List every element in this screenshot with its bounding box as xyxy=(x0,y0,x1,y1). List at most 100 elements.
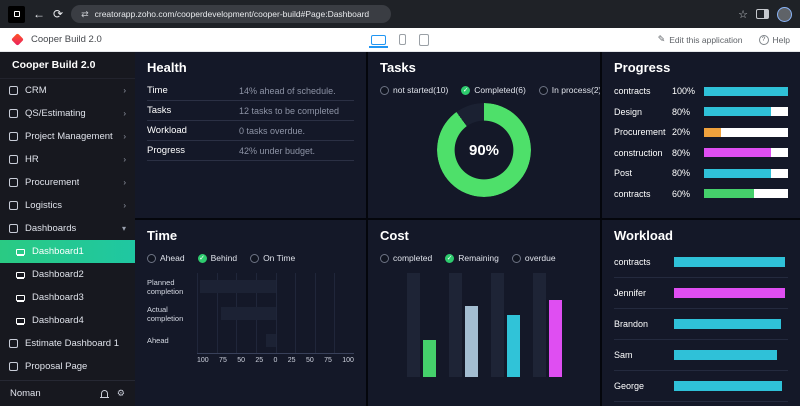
radio-not-started-10[interactable]: not started(10) xyxy=(380,85,448,95)
tasks-donut xyxy=(437,103,531,197)
workload-bar xyxy=(674,381,783,391)
radio-icon xyxy=(538,85,548,95)
sidebar-item-label: Dashboards xyxy=(25,223,77,234)
workload-row-label: contracts xyxy=(614,257,651,267)
radio-completed-6[interactable]: ✓ Completed(6) xyxy=(461,85,526,95)
time-axis-labels: Planned completion Actual completion Ahead xyxy=(147,273,197,364)
dashboard-icon xyxy=(16,248,25,255)
sidebar-item-procurement[interactable]: Procurement › xyxy=(0,171,135,194)
radio-overdue[interactable]: overdue xyxy=(511,253,556,263)
address-bar[interactable]: ⇄ creatorapp.zoho.com/cooperdevelopment/… xyxy=(71,5,392,23)
sidebar-item-dashboard3[interactable]: Dashboard3 xyxy=(0,286,135,309)
progress-bar xyxy=(704,148,788,158)
help-button[interactable]: ? Help xyxy=(758,34,790,45)
radio-icon xyxy=(511,253,521,263)
sidebar-app-title: Cooper Build 2.0 xyxy=(0,52,135,79)
time-bar xyxy=(200,280,276,293)
sidebar-item-logistics[interactable]: Logistics › xyxy=(0,194,135,217)
sidebar-item-project-management[interactable]: Project Management › xyxy=(0,125,135,148)
workload-bar xyxy=(674,319,782,329)
time-tick: 50 xyxy=(237,357,245,364)
radio-on-time[interactable]: On Time xyxy=(250,253,295,263)
dashboards-icon xyxy=(9,224,18,233)
time-ticks: 100 75 50 25 0 25 50 75 100 xyxy=(197,357,354,364)
radio-remaining[interactable]: ✓ Remaining xyxy=(445,253,499,263)
radio-behind[interactable]: ✓ Behind xyxy=(197,253,238,263)
workload-row-label: Jennifer xyxy=(614,288,647,298)
progress-row: Design 80% xyxy=(614,102,788,123)
health-row-label: Workload xyxy=(147,125,187,136)
health-row-value: 42% under budget. xyxy=(239,145,316,156)
radio-icon xyxy=(380,253,389,263)
sidebar-item-proposal-page[interactable]: Proposal Page xyxy=(0,355,135,378)
logistics-icon xyxy=(9,201,18,210)
workload-panel: Workload contracts Jennifer Brandon Sam Geor… xyxy=(602,220,800,406)
side-panel-icon[interactable] xyxy=(756,9,769,19)
pencil-icon: ✎ xyxy=(657,34,666,44)
sidebar-item-dashboard1[interactable]: Dashboard1 xyxy=(0,240,135,263)
sidebar-item-hr[interactable]: HR › xyxy=(0,148,135,171)
chevron-right-icon: › xyxy=(123,201,126,210)
health-row: Progress 42% under budget. xyxy=(147,141,354,161)
chevron-right-icon: › xyxy=(123,86,126,95)
dashboard-icon xyxy=(16,294,25,301)
cost-bar-remaining xyxy=(464,306,478,377)
radio-in-process-2[interactable]: In process(2) xyxy=(538,85,600,95)
cost-bar-total xyxy=(406,273,420,377)
cost-bar-remaining xyxy=(548,300,562,377)
workload-row: Sam xyxy=(614,340,788,371)
profile-avatar[interactable] xyxy=(777,6,792,22)
user-name: Noman xyxy=(10,388,41,399)
page-icon xyxy=(9,339,18,348)
edit-application-button[interactable]: ✎ Edit this application xyxy=(658,34,743,45)
cost-bar-total xyxy=(532,273,546,377)
bookmark-star-icon[interactable]: ☆ xyxy=(738,8,748,21)
progress-bar-fill xyxy=(704,189,755,199)
cost-plot xyxy=(380,273,588,377)
radio-ahead[interactable]: Ahead xyxy=(147,253,185,263)
health-row-value: 0 tasks overdue. xyxy=(239,125,306,136)
time-category-label: Ahead xyxy=(147,336,169,345)
workload-row-label: George xyxy=(614,381,645,391)
progress-row-percent: 20% xyxy=(672,127,691,138)
radio-label: Behind xyxy=(210,253,238,263)
phone-preview-icon[interactable] xyxy=(399,34,406,45)
notifications-bell-icon[interactable] xyxy=(99,390,109,398)
progress-bar-fill xyxy=(704,148,772,158)
sidebar-item-qs-estimating[interactable]: QS/Estimating › xyxy=(0,102,135,125)
health-row: Workload 0 tasks overdue. xyxy=(147,121,354,141)
time-tick: 25 xyxy=(287,357,296,364)
sidebar-item-dashboards[interactable]: Dashboards ▾ xyxy=(0,217,135,240)
sidebar-item-crm[interactable]: CRM › xyxy=(0,79,135,102)
project-management-icon xyxy=(9,132,18,141)
sidebar-item-dashboard2[interactable]: Dashboard2 xyxy=(0,263,135,286)
radio-completed[interactable]: completed xyxy=(380,253,432,263)
app-toolbar: Cooper Build 2.0 ✎ Edit this application… xyxy=(0,28,800,52)
radio-label: completed xyxy=(393,253,433,263)
tasks-title: Tasks xyxy=(380,60,416,75)
url-text: creatorapp.zoho.com/cooperdevelopment/co… xyxy=(94,9,370,19)
tasks-donut-label: 90% xyxy=(468,141,500,159)
reload-icon[interactable]: ⟳ xyxy=(53,7,64,21)
sidebar-item-label: QS/Estimating xyxy=(25,108,86,119)
workload-bar xyxy=(674,288,785,298)
record-icon xyxy=(13,11,20,17)
sidebar-item-estimate-dashboard-1[interactable]: Estimate Dashboard 1 xyxy=(0,332,135,355)
health-row-label: Tasks xyxy=(147,105,172,116)
sidebar-item-label: Project Management xyxy=(25,131,113,142)
tablet-preview-icon[interactable] xyxy=(419,33,429,46)
progress-row-label: Post xyxy=(614,168,633,179)
sidebar-nav: CRM › QS/Estimating › Project Management › HR ›… xyxy=(0,79,135,380)
cost-panel: Cost completed ✓ Remaining overdue xyxy=(368,220,600,406)
window-icon xyxy=(8,5,25,23)
sidebar-subitem-label: Dashboard2 xyxy=(32,269,84,280)
sidebar: Cooper Build 2.0 CRM › QS/Estimating › Proje… xyxy=(0,52,135,406)
sidebar-item-dashboard4[interactable]: Dashboard4 xyxy=(0,309,135,332)
tasks-donut-wrap: 90% xyxy=(437,103,531,197)
settings-gear-icon[interactable]: ⚙ xyxy=(116,388,125,398)
radio-icon xyxy=(250,253,260,263)
back-icon[interactable]: ← xyxy=(33,7,45,21)
desktop-preview-icon[interactable] xyxy=(369,34,388,48)
chevron-right-icon: › xyxy=(123,155,126,164)
app-toolbar-right: ✎ Edit this application ? Help xyxy=(658,34,790,45)
